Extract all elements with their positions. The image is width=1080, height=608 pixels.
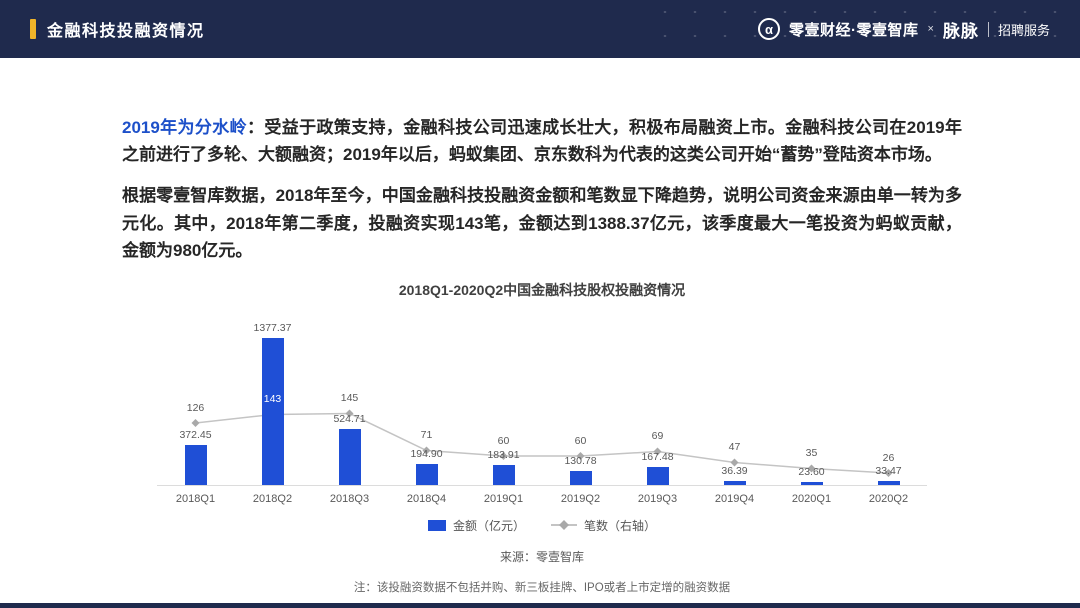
paragraph-1-highlight: 2019年为分水岭 xyxy=(122,118,247,137)
bar-value-label: 33.47 xyxy=(875,465,902,478)
slide-body: 2019年为分水岭：受益于政策支持，金融科技公司迅速成长壮大，积极布局融资上市。… xyxy=(0,58,1080,595)
bar-2018Q1 xyxy=(184,445,207,485)
x-axis-label: 2018Q3 xyxy=(329,492,370,505)
legend-item-amount: 金额（亿元） xyxy=(427,517,525,534)
x-axis-label: 2018Q4 xyxy=(406,492,447,505)
x-axis-label: 2019Q3 xyxy=(637,492,678,505)
chart-source: 来源：零壹智库 xyxy=(499,549,584,564)
page-title: 金融科技投融资情况 xyxy=(47,23,205,40)
line-value-label: 71 xyxy=(420,429,433,442)
bar-value-label: 167.48 xyxy=(641,451,674,464)
line-value-label: 69 xyxy=(651,430,664,443)
bar-2020Q2 xyxy=(877,481,900,485)
bar-2019Q4 xyxy=(723,481,746,485)
bar-value-label: 1377.37 xyxy=(253,322,292,335)
line-value-label: 47 xyxy=(728,441,741,454)
x-axis: 2018Q1 2018Q2 2018Q3 2018Q4 2019Q1 2019Q2 2019… xyxy=(157,486,927,505)
x-axis-label: 2018Q2 xyxy=(252,492,293,505)
header-accent-bar xyxy=(30,19,36,39)
bar-2018Q3 xyxy=(338,428,361,485)
x-axis-label: 2018Q1 xyxy=(175,492,216,505)
bottom-strip xyxy=(0,603,1080,608)
paragraph-2: 根据零壹智库数据，2018年至今，中国金融科技投融资金额和笔数显下降趋势，说明公… xyxy=(122,186,962,260)
line-series-deals xyxy=(191,409,893,477)
bar-value-label: 372.45 xyxy=(179,429,212,442)
bar-value-label: 194.90 xyxy=(410,448,443,461)
brand-service-label: 招聘服务 xyxy=(997,22,1050,38)
legend-diamond-icon xyxy=(559,520,569,531)
x-axis-label: 2020Q2 xyxy=(868,492,909,505)
01caijing-logo-icon: α xyxy=(758,18,781,40)
x-axis-label: 2020Q1 xyxy=(791,492,832,505)
bar-2018Q4 xyxy=(415,464,438,485)
legend-line-swatch-icon xyxy=(551,520,577,531)
line-value-label: 60 xyxy=(574,434,587,447)
legend-count-label: 笔数（右轴） xyxy=(584,518,657,533)
bar-value-label: 130.78 xyxy=(564,455,597,467)
x-axis-label: 2019Q2 xyxy=(560,492,601,505)
bar-value-label: 183.91 xyxy=(487,449,520,462)
bar-value-label: 36.39 xyxy=(721,465,748,478)
line-value-label: 126 xyxy=(186,401,205,414)
line-value-label: 35 xyxy=(805,447,818,460)
x-axis-label: 2019Q4 xyxy=(714,492,755,505)
chart: 2018Q1-2020Q2中国金融科技股权投融资情况 372.45 126 1377… xyxy=(122,280,962,595)
brand-divider xyxy=(987,21,989,37)
legend-amount-label: 金额（亿元） xyxy=(452,518,525,533)
bar-2020Q1 xyxy=(800,482,823,485)
brand-logos: α 零壹财经·零壹智库 × 脉脉 招聘服务 xyxy=(758,17,1050,42)
legend-bar-swatch-icon xyxy=(427,519,446,531)
line-value-label: 143 xyxy=(263,393,282,406)
legend-item-count: 笔数（右轴） xyxy=(551,517,656,534)
brand-01caijing-label: 零壹财经·零壹智库 xyxy=(789,21,919,39)
bar-2018Q2 xyxy=(261,338,284,485)
bar-2019Q2 xyxy=(569,471,592,485)
chart-footnote: 注：该投融资数据不包括并购、新三板挂牌、IPO或者上市定增的融资数据 xyxy=(353,581,731,594)
bar-2019Q1 xyxy=(492,465,515,485)
bar-2019Q3 xyxy=(646,467,669,485)
brand-maimai-label: 脉脉 xyxy=(942,21,979,41)
chart-legend: 金额（亿元） 笔数（右轴） xyxy=(122,517,962,534)
chart-title: 2018Q1-2020Q2中国金融科技股权投融资情况 xyxy=(398,281,686,298)
line-value-label: 145 xyxy=(340,392,359,405)
brand-separator: × xyxy=(927,23,934,35)
bar-value-label: 524.71 xyxy=(333,412,366,425)
paragraph-1-text: ：受益于政策支持，金融科技公司迅速成长壮大，积极布局融资上市。金融科技公司在20… xyxy=(122,118,962,165)
line-value-label: 26 xyxy=(882,451,895,464)
header: 金融科技投融资情况 α 零壹财经·零壹智库 × 脉脉 招聘服务 xyxy=(0,0,1080,58)
chart-plot-area: 372.45 126 1377.37 143 524.71 145 194.90 71 183.… xyxy=(157,322,927,486)
paragraph-1: 2019年为分水岭：受益于政策支持，金融科技公司迅速成长壮大，积极布局融资上市。… xyxy=(122,114,962,168)
line-value-label: 60 xyxy=(497,434,510,447)
x-axis-label: 2019Q1 xyxy=(483,492,524,505)
bar-value-label: 23.60 xyxy=(798,466,825,479)
